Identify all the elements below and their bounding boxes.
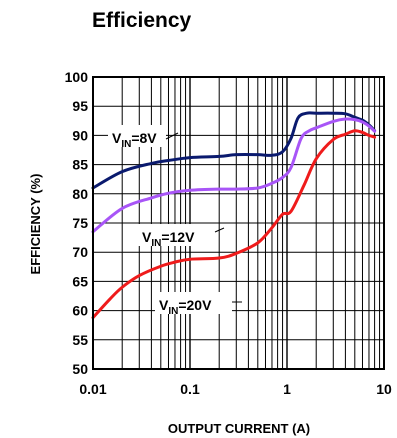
series-label-leader [165,132,179,140]
series-label-prefix: V [159,297,169,313]
y-tick-label: 75 [72,215,88,231]
series-label-2: VIN=12V [142,229,195,249]
y-tick-label: 90 [72,127,88,143]
series-lines [91,111,377,320]
y-tick-label: 55 [72,332,88,348]
series-label-prefix: V [112,130,122,146]
series-line-2 [91,117,377,234]
series-label-suffix: =8V [131,130,157,146]
series-label-subscript: IN [121,139,131,150]
x-tick-label: 0.01 [79,381,106,397]
x-tick-labels: 0.01 0.1 1 10 [79,381,392,397]
series-label-3: VIN=20V [159,297,212,317]
x-axis-label: OUTPUT CURRENT (A) [168,421,310,436]
series-label-1: VIN=8V [112,130,157,150]
series-label-prefix: V [142,229,152,245]
series-label-leader [214,227,225,233]
y-tick-label: 65 [72,273,88,289]
x-tick-label: 10 [376,381,392,397]
y-axis-label: EFFICIENCY (%) [28,174,43,275]
series-label-subscript: IN [151,238,161,249]
y-tick-label: 100 [65,69,89,85]
y-tick-label: 85 [72,157,88,173]
series-line-3 [91,129,377,320]
x-tick-label: 0.1 [180,381,200,397]
y-tick-label: 80 [72,186,88,202]
y-tick-label: 95 [72,98,88,114]
y-tick-label: 70 [72,244,88,260]
series-label-suffix: =12V [161,229,195,245]
series-label-subscript: IN [168,306,178,317]
series-label-background [138,224,215,246]
chart-title: Efficiency [92,9,192,32]
y-tick-label: 50 [72,361,88,377]
y-tick-labels: 50 55 60 65 70 75 80 85 90 95 100 [65,69,89,377]
plot-frame [92,76,385,370]
series-label-background [155,292,232,314]
series-label-background [108,125,166,147]
series-line-1 [91,111,377,190]
series-label-suffix: =20V [178,297,212,313]
y-tick-label: 60 [72,303,88,319]
x-tick-label: 1 [283,381,291,397]
